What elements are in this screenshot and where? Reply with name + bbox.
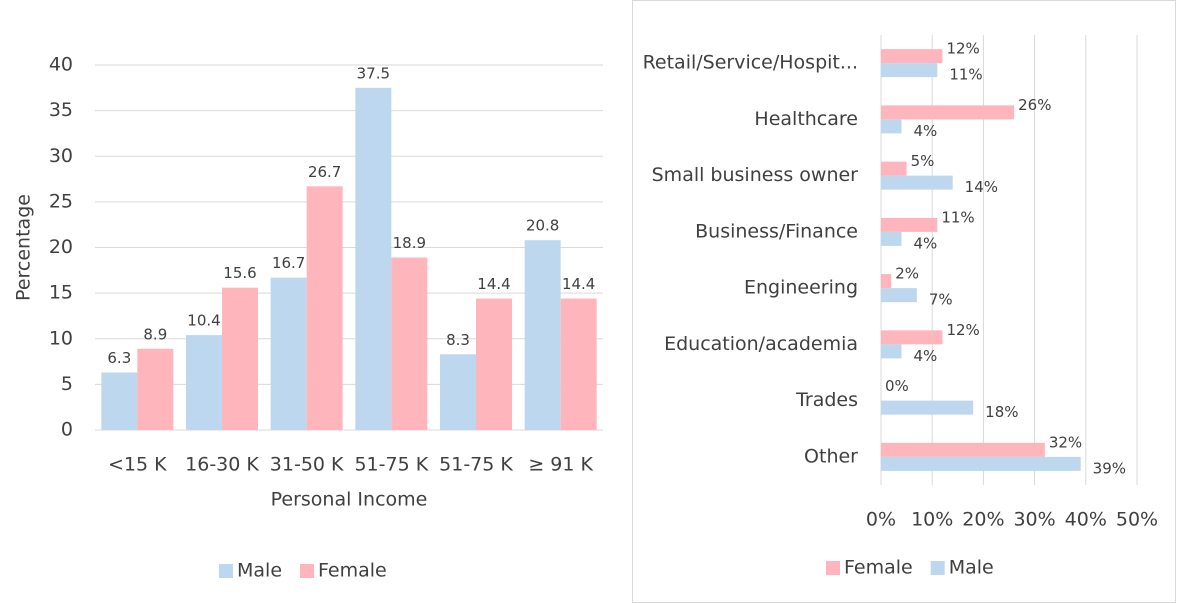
legend-swatch [826, 561, 840, 575]
data-label: 18% [985, 403, 1018, 421]
x-tick-label: 51-75 K [354, 454, 428, 476]
data-label: 6.3 [107, 349, 131, 367]
data-label: 39% [1093, 459, 1126, 477]
bar [881, 344, 902, 359]
y-tick-label: 5 [61, 373, 73, 395]
data-label: 14.4 [477, 275, 510, 293]
x-tick-label: <15 K [108, 454, 167, 476]
data-label: 5% [911, 152, 935, 170]
y-tick-label: 15 [49, 282, 73, 304]
x-tick-label: 10% [911, 509, 953, 531]
y-tick-label: 40 [49, 54, 73, 76]
bar [881, 288, 917, 303]
bar [524, 240, 561, 430]
bar [881, 217, 938, 232]
bar [881, 274, 892, 289]
data-label: 37.5 [357, 64, 390, 82]
data-label: 26% [1018, 96, 1051, 114]
x-tick-label: 50% [1116, 509, 1158, 531]
y-tick-label: Small business owner [652, 164, 859, 186]
bar [355, 87, 392, 430]
bar [440, 354, 476, 430]
bar [881, 456, 1081, 471]
legend-swatch [219, 564, 233, 578]
legend-label: Male [237, 560, 282, 582]
bar [270, 277, 307, 430]
y-tick-label: 0 [61, 419, 73, 441]
bar [881, 175, 953, 190]
bar [881, 49, 943, 64]
data-label: 14% [965, 178, 998, 196]
data-label: 4% [913, 122, 937, 140]
legend-label: Male [949, 557, 994, 579]
y-tick-label: Trades [795, 389, 858, 411]
data-label: 4% [913, 347, 937, 365]
data-label: 15.6 [223, 264, 256, 282]
bar [881, 63, 938, 78]
bar [560, 298, 597, 430]
data-label: 10.4 [187, 312, 220, 330]
x-axis-title: Personal Income [271, 489, 428, 511]
bar [306, 186, 343, 430]
data-label: 11% [949, 66, 982, 84]
data-label: 8.3 [446, 331, 470, 349]
bar [881, 400, 974, 415]
x-tick-label: ≥ 91 K [528, 454, 593, 476]
bar [881, 231, 902, 246]
y-tick-label: 10 [49, 327, 73, 349]
y-tick-label: 25 [49, 190, 73, 212]
x-tick-label: 20% [962, 509, 1004, 531]
legend-swatch [930, 561, 945, 575]
x-tick-label: 40% [1065, 509, 1107, 531]
data-label: 2% [895, 265, 919, 283]
data-label: 0% [885, 377, 909, 395]
data-label: 26.7 [308, 163, 341, 181]
y-tick-label: 30 [49, 145, 73, 167]
legend-label: Female [844, 557, 913, 579]
y-tick-label: Healthcare [754, 108, 858, 130]
bar [881, 442, 1045, 457]
legend-label: Female [318, 560, 387, 582]
data-label: 12% [946, 40, 979, 58]
bar [881, 330, 943, 345]
bar [391, 257, 428, 430]
legend-swatch [300, 564, 315, 578]
bar [101, 372, 138, 430]
data-label: 32% [1049, 433, 1082, 451]
x-tick-label: 0% [866, 509, 896, 531]
bar [881, 119, 902, 134]
y-tick-label: 35 [49, 99, 73, 121]
data-label: 20.8 [526, 217, 559, 235]
bar [881, 105, 1015, 120]
data-label: 11% [941, 208, 974, 226]
data-label: 4% [913, 234, 937, 252]
x-tick-label: 30% [1013, 509, 1055, 531]
bar [881, 161, 907, 176]
y-tick-label: Other [804, 445, 858, 467]
y-tick-label: Engineering [744, 277, 858, 299]
bar [186, 335, 222, 430]
data-label: 18.9 [393, 234, 426, 252]
y-axis-title: Percentage [13, 194, 35, 301]
bar [222, 287, 258, 430]
x-tick-label: 16-30 K [185, 454, 259, 476]
y-tick-label: Education/academia [664, 333, 858, 355]
y-tick-label: Retail/Service/Hospit... [643, 52, 858, 74]
data-label: 7% [929, 291, 953, 309]
x-tick-label: 51-75 K [439, 454, 513, 476]
data-label: 16.7 [272, 254, 305, 272]
bar [137, 348, 174, 430]
y-tick-label: Business/Finance [695, 220, 858, 242]
y-tick-label: 20 [49, 236, 73, 258]
data-label: 12% [946, 321, 979, 339]
bar [476, 298, 512, 430]
data-label: 14.4 [562, 275, 595, 293]
data-label: 8.9 [143, 325, 167, 343]
x-tick-label: 31-50 K [270, 454, 344, 476]
